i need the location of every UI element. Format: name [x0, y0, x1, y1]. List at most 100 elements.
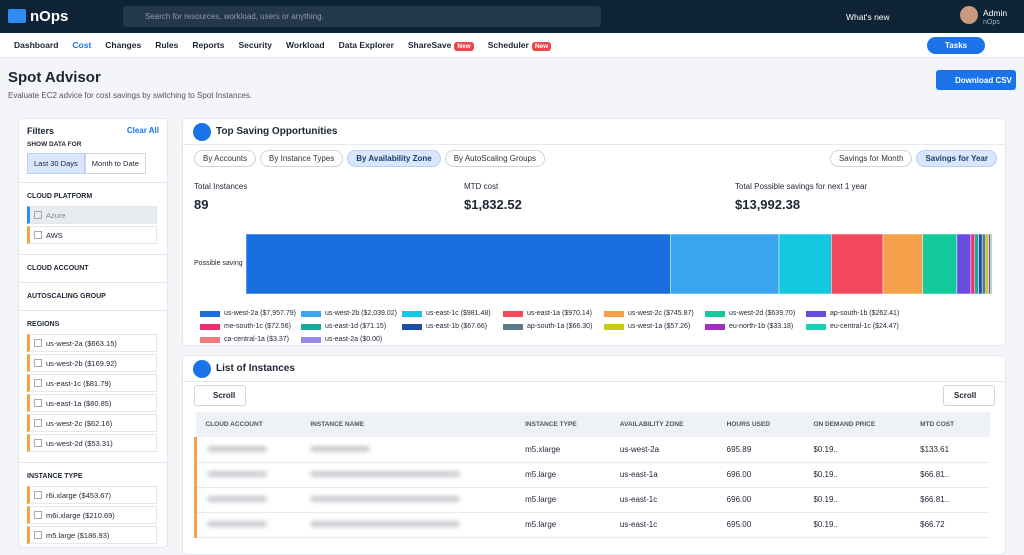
card-title: Top Saving Opportunities [216, 126, 337, 137]
period-button[interactable]: Last 30 Days [27, 153, 85, 174]
stat-label: Total Instances [194, 182, 247, 191]
cell: $0.19.. [803, 487, 910, 512]
bar-segment [975, 234, 979, 294]
region-item[interactable]: us-west-2d ($53.31) [27, 434, 157, 452]
region-item[interactable]: us-east-1a ($80.85) [27, 394, 157, 412]
nav-item[interactable]: Reports [192, 40, 224, 50]
instance-type-label: m6i.xlarge ($210.69) [46, 511, 115, 520]
region-item[interactable]: us-east-1c ($81.79) [27, 374, 157, 392]
legend-swatch [402, 311, 422, 317]
nav-label: Data Explorer [339, 40, 394, 50]
platform-item[interactable]: Azure [27, 206, 157, 224]
checkbox[interactable] [34, 339, 42, 347]
bar-segment [982, 234, 986, 294]
region-item[interactable]: us-west-2c ($62.16) [27, 414, 157, 432]
search[interactable]: Search for resources, workload, users or… [123, 6, 601, 27]
logo: nOps [30, 8, 68, 25]
legend-label: us-west-2c ($745.87) [628, 310, 694, 317]
legend-label: eu-north-1b ($33.18) [729, 323, 793, 330]
cell [300, 487, 515, 512]
legend-swatch [301, 324, 321, 330]
legend-swatch [705, 311, 725, 317]
legend-label: ap-south-1a ($66.30) [527, 323, 592, 330]
checkbox[interactable] [34, 491, 42, 499]
blurred-text [310, 471, 460, 477]
legend-label: me-south-1c ($72.56) [224, 323, 291, 330]
nav-label: ShareSave [408, 40, 451, 50]
region-item[interactable]: us-west-2a ($663.15) [27, 334, 157, 352]
checkbox[interactable] [34, 379, 42, 387]
bar-segment [986, 234, 989, 294]
nav-label: Rules [155, 40, 178, 50]
checkbox[interactable] [34, 399, 42, 407]
region-item[interactable]: us-west-2b ($169.92) [27, 354, 157, 372]
nav-item[interactable]: Dashboard [14, 40, 58, 50]
checkbox[interactable] [34, 511, 42, 519]
tasks-button[interactable]: Tasks [927, 37, 985, 54]
section-label: AUTOSCALING GROUP [19, 282, 167, 304]
user[interactable]: Admin [983, 8, 1007, 18]
instance-type-item[interactable]: m6i.xlarge ($210.69) [27, 506, 157, 524]
instance-type-item[interactable]: r6i.xlarge ($453.67) [27, 486, 157, 504]
clear-all[interactable]: Clear All [127, 126, 159, 136]
tab[interactable]: By Instance Types [260, 150, 343, 167]
nav-item[interactable]: Data Explorer [339, 40, 394, 50]
scroll-left[interactable]: Scroll [194, 385, 246, 406]
blurred-text [310, 521, 460, 527]
scroll-right[interactable]: Scroll [943, 385, 995, 406]
cell: us-east-1c [610, 487, 717, 512]
mode[interactable]: Savings for Year [916, 150, 997, 167]
nav-item[interactable]: Security [238, 40, 272, 50]
tab[interactable]: By Accounts [194, 150, 256, 167]
whats-new[interactable]: What's new [846, 12, 890, 22]
nav-label: Changes [105, 40, 141, 50]
legend-swatch [806, 324, 826, 330]
avatar[interactable] [960, 6, 978, 24]
nav-item[interactable]: Workload [286, 40, 325, 50]
nav-item[interactable]: Rules [155, 40, 178, 50]
checkbox[interactable] [34, 531, 42, 539]
legend-label: ap-south-1b ($262.41) [830, 310, 899, 317]
bar-segment [957, 234, 971, 294]
cell: m5.large [515, 462, 610, 487]
platform-item[interactable]: AWS [27, 226, 157, 244]
tab[interactable]: By Availability Zone [347, 150, 440, 167]
legend-swatch [503, 311, 523, 317]
mode[interactable]: Savings for Month [830, 150, 912, 167]
instance-type-item[interactable]: m5.large ($186.93) [27, 526, 157, 544]
legend-swatch [705, 324, 725, 330]
cell: $0.19.. [803, 437, 910, 462]
filters-title: Filters [27, 126, 54, 136]
instances-card: List of Instances Scroll Scroll CLOUD AC… [182, 355, 1006, 555]
region-label: us-east-1c ($81.79) [46, 379, 111, 388]
nav-item[interactable]: Changes [105, 40, 141, 50]
cell [196, 512, 301, 537]
legend-swatch [806, 311, 826, 317]
checkbox[interactable] [34, 419, 42, 427]
legend-label: us-east-2a ($0.00) [325, 336, 382, 343]
stat-value: 89 [194, 197, 208, 212]
tab[interactable]: By AutoScaling Groups [445, 150, 545, 167]
legend-swatch [301, 311, 321, 317]
checkbox[interactable] [34, 439, 42, 447]
download-button[interactable]: Download CSV [936, 70, 1016, 90]
logo-icon [8, 9, 26, 23]
cell [300, 437, 515, 462]
section-label: INSTANCE TYPE [19, 462, 167, 484]
checkbox[interactable] [34, 359, 42, 367]
period-button[interactable]: Month to Date [85, 153, 146, 174]
legend-item: us-east-1b ($67.66) [402, 320, 503, 333]
region-label: us-west-2a ($663.15) [46, 339, 117, 348]
stat-label: Total Possible savings for next 1 year [735, 182, 867, 191]
platform-label: Azure [46, 211, 66, 220]
stat-value: $13,992.38 [735, 197, 800, 212]
nav-item[interactable]: Cost [72, 40, 91, 50]
